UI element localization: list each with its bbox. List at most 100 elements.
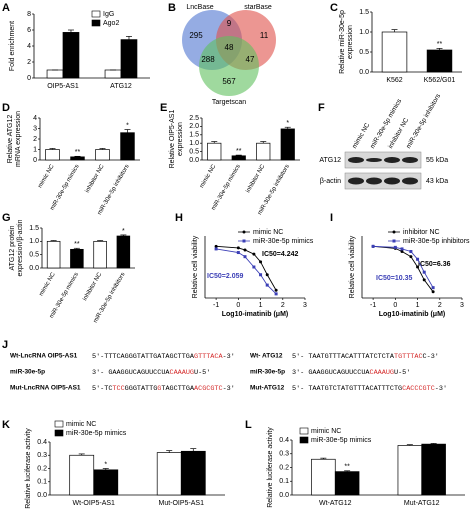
bar [69,454,95,496]
y-axis-label: ATG12 protein [9,225,16,270]
band [348,157,364,163]
x-axis-label: Log10-imatinib (μM) [379,311,446,318]
lane-label: mimic NC [351,122,371,150]
sequence: 3'- GAAGGUCAGUUCCUACAAAUGU-5' [92,369,210,377]
y-axis-label: Relative OIP5-AS1 [169,110,176,169]
bar [280,128,295,161]
sequence-segment: U-5' [394,369,410,377]
sequence-segment: -3' [435,385,447,393]
x-tick-label: 1 [259,302,263,309]
y-axis-label: Relative luciferase activity [25,428,32,509]
sequence-segment: ACGCGTC [194,385,223,393]
band [402,177,418,185]
y-axis-label: expression [177,122,184,156]
significance-label: * [286,120,289,127]
venn-set-label: LncBase [186,4,213,11]
panel-label: F [318,102,325,114]
y-tick-label: 4 [33,115,37,122]
x-tick-label: mimic NC [37,163,56,189]
y-tick-label: 0.0 [29,265,39,272]
y-tick-label: 0.0 [279,492,289,499]
y-tick-label: 0.5 [29,252,39,259]
sequence-segment: CACCCGTC [402,385,435,393]
bar [70,156,85,161]
y-tick-label: 0.2 [279,464,289,471]
significance-label: ** [75,149,81,156]
y-tick-label: 0.3 [37,452,47,459]
y-tick-label: 2 [27,59,31,66]
y-axis-label: Relative cell viability [349,235,356,298]
significance-label: ** [236,148,242,155]
sequence: 3'- GAAGGUCAGUUCCUACAAAUGU-5' [292,369,410,377]
venn-set-label: Targetscan [212,99,246,106]
bar [426,49,453,73]
x-tick-label: miR-30e-5p mimics [211,164,242,212]
bar [120,132,135,161]
bar [334,471,360,496]
panel-label: E [160,102,167,114]
y-tick-label: 0.0 [359,69,369,76]
venn-set-label: starBase [244,4,272,11]
point [252,252,256,256]
panel-label: D [2,102,10,114]
panel-label: J [2,339,8,351]
y-tick-label: 2.5 [189,115,199,122]
band [366,177,382,185]
sequence-segment: U-5' [194,369,210,377]
sequence-name: Wt-LncRNA OIP5-AS1 [10,353,78,360]
point [243,248,247,252]
sequence: 5'-TCTCCGGGTATTGGTAGCTTGAACGCGTC-3' [92,385,235,393]
x-tick-label: ATG12 [110,83,132,90]
venn-count: 567 [222,77,236,86]
bar [45,149,60,161]
x-tick-label: inhibitor NC [82,271,103,302]
sequence-segment: C-3' [423,353,439,361]
bar [46,240,61,269]
sequence-name: Mut-ATG12 [250,385,285,392]
y-tick-label: 8 [27,11,31,18]
bar [46,69,64,79]
sequence-segment: CAAAUG [370,369,394,377]
sequence-segment: TCC [112,385,124,393]
x-tick-label: -1 [370,302,376,309]
significance-label: ** [74,241,80,248]
legend-swatch [91,10,101,18]
x-tick-label: K562/G01 [424,77,456,84]
legend-label: inhibitor NC [403,229,440,236]
point [259,273,263,277]
significance-label: * [122,228,125,235]
venn-count: 47 [246,55,255,64]
sequence-segment: GTTTACA [194,353,223,361]
point [422,270,426,274]
lane-label: miR-30e-5p mimics [369,97,403,150]
curve [373,245,434,293]
band-size: 43 kDa [426,178,448,185]
panel-label: H [175,212,183,224]
x-axis-label: Log10-imatinib (μM) [222,311,289,318]
panel-label: I [330,212,333,224]
legend-marker [242,230,246,234]
y-tick-label: 0.0 [37,492,47,499]
legend-label: miR-30e-5p inhibitors [403,238,470,245]
point [259,260,263,264]
y-tick-label: 2 [33,136,37,143]
legend-swatch [54,420,64,428]
y-tick-label: 0 [33,157,37,164]
panel-label: B [168,2,176,14]
bar [62,32,80,79]
sequence-segment: 5'-TC [92,385,112,393]
point [400,250,404,253]
y-tick-label: 4 [27,43,31,50]
sequence-segment: 5'-TTTCAGGGTATTGATAGCTTGA [92,353,195,361]
sequence-segment: 5'- TAATGTCTATGTTTACATTTCTG [292,385,402,393]
sequence-segment: TGTTTAC [394,353,423,361]
bar [93,469,119,496]
x-tick-label: 2 [438,302,442,309]
point [236,251,240,255]
y-tick-label: 1.0 [189,140,199,147]
blot-strip [344,151,422,169]
panel-label: G [2,212,11,224]
point [409,255,413,259]
band [384,157,400,163]
